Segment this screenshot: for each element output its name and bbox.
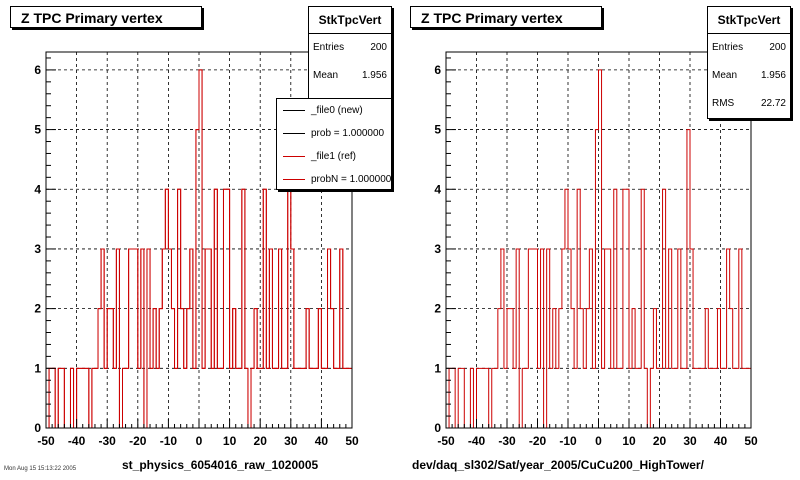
histogram-pad-right: -50 -40 -30 -20 -10 0 10 20 30 40 50 0 1 2 3 4 5 6 Z TPC … [400, 0, 800, 472]
legend-item-probn: probN = 1.000000 [277, 168, 392, 189]
y-tick-label: 5 [434, 123, 441, 137]
legend-item-file1: _file1 (ref) [277, 145, 391, 168]
y-tick-label: 2 [434, 302, 441, 316]
x-tick-label: -20 [529, 434, 547, 448]
y-tick-label: 3 [434, 242, 441, 256]
y-tick-label: 0 [434, 421, 441, 435]
histogram-series-line [48, 69, 353, 429]
x-tick-label: 40 [315, 434, 329, 448]
x-tick-label: 20 [653, 434, 667, 448]
x-tick-label: -30 [99, 434, 117, 448]
legend-swatch [283, 133, 305, 134]
legend-swatch [283, 179, 305, 180]
y-tick-label: 0 [34, 421, 41, 435]
x-tick-label: 0 [595, 434, 602, 448]
x-tick-label: 50 [744, 434, 758, 448]
x-tick-label: 40 [714, 434, 728, 448]
x-tick-label: 10 [622, 434, 636, 448]
stats-title-right: StkTpcVert [708, 7, 790, 34]
stats-row-mean-right: Mean 1.956 [708, 62, 790, 90]
x-tick-label: 10 [223, 434, 237, 448]
legend-swatch [283, 110, 305, 111]
y-tick-label: 3 [34, 242, 41, 256]
x-tick-label: -40 [68, 434, 86, 448]
x-axis-label-right: dev/daq_sl302/Sat/year_2005/CuCu200_High… [412, 458, 704, 472]
x-tick-label: -40 [468, 434, 486, 448]
stats-value: 200 [769, 42, 786, 53]
x-tick-label: 50 [345, 434, 359, 448]
y-tick-label: 6 [434, 63, 441, 77]
x-tick-label: -50 [437, 434, 455, 448]
stats-value: 200 [370, 42, 387, 53]
stats-label: Mean [712, 70, 738, 81]
pad-title-left: Z TPC Primary vertex [10, 6, 202, 28]
x-tick-label: 0 [196, 434, 203, 448]
date-stamp: Mon Aug 15 15:13:22 2005 [4, 466, 77, 472]
x-tick-label: 30 [284, 434, 298, 448]
x-tick-label: -10 [160, 434, 178, 448]
legend-label: _file0 (new) [311, 105, 363, 116]
y-tick-label: 2 [34, 302, 41, 316]
stats-box-right: StkTpcVert Entries 200 Mean 1.956 RMS 22… [707, 6, 791, 119]
stats-row-entries-left: Entries 200 [309, 34, 391, 62]
y-tick-label: 1 [434, 361, 441, 375]
stats-value: 1.956 [760, 70, 786, 81]
stats-value: 1.956 [361, 70, 387, 81]
legend-item-prob: prob = 1.000000 [277, 122, 391, 145]
histogram-series-line [448, 69, 752, 429]
stats-label: RMS [712, 98, 735, 109]
pad-title-right: Z TPC Primary vertex [410, 6, 602, 28]
y-tick-label: 1 [34, 361, 41, 375]
legend-label: probN = 1.000000 [311, 174, 392, 185]
stats-label: Entries [712, 42, 744, 53]
y-tick-label: 4 [34, 182, 41, 196]
x-tick-label: -10 [559, 434, 577, 448]
stats-row-rms-right: RMS 22.72 [708, 90, 790, 118]
y-tick-label: 5 [34, 123, 41, 137]
stats-label: Entries [313, 42, 345, 53]
histogram-plot-right: -50 -40 -30 -20 -10 0 10 20 30 40 50 0 1 2 3 4 5 6 [434, 51, 758, 448]
stats-row-mean-left: Mean 1.956 [309, 62, 391, 90]
stats-label: Mean [313, 70, 339, 81]
x-tick-label: -50 [37, 434, 55, 448]
legend-label: prob = 1.000000 [311, 128, 385, 139]
stats-title-left: StkTpcVert [309, 7, 391, 34]
legend-box: _file0 (new) prob = 1.000000 _file1 (ref… [276, 98, 392, 190]
legend-swatch [283, 156, 305, 157]
legend-item-file0: _file0 (new) [277, 99, 391, 122]
x-tick-label: -30 [498, 434, 516, 448]
x-axis-label-left: st_physics_6054016_raw_1020005 [122, 458, 319, 472]
histogram-pad-left: -50 -40 -30 -20 -10 0 10 20 30 40 50 0 1 2 3 4 5 6 Z TPC … [0, 0, 400, 472]
x-tick-label: 20 [254, 434, 268, 448]
stats-row-entries-right: Entries 200 [708, 34, 790, 62]
y-tick-label: 4 [434, 182, 441, 196]
x-tick-label: -20 [129, 434, 147, 448]
stats-value: 22.72 [760, 98, 786, 109]
legend-label: _file1 (ref) [311, 151, 357, 162]
x-tick-label: 30 [683, 434, 697, 448]
y-tick-label: 6 [34, 63, 41, 77]
